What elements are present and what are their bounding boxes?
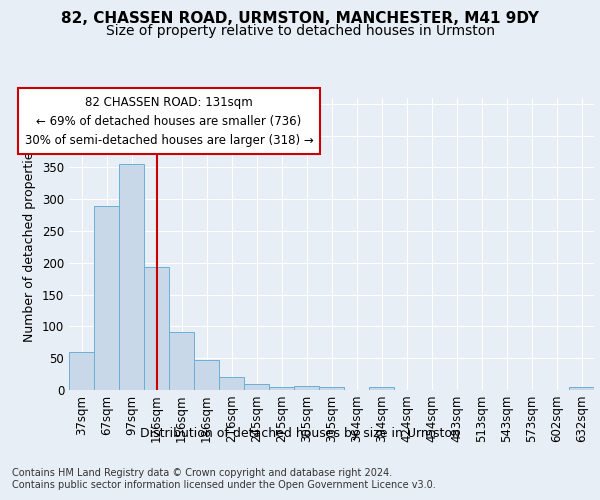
Text: 82 CHASSEN ROAD: 131sqm
← 69% of detached houses are smaller (736)
30% of semi-d: 82 CHASSEN ROAD: 131sqm ← 69% of detache… <box>25 96 313 146</box>
Text: Size of property relative to detached houses in Urmston: Size of property relative to detached ho… <box>106 24 494 38</box>
Bar <box>369 387 394 390</box>
Bar <box>94 206 119 390</box>
Bar <box>219 378 244 390</box>
Y-axis label: Number of detached properties: Number of detached properties <box>23 145 37 342</box>
Text: 82, CHASSEN ROAD, URMSTON, MANCHESTER, M41 9DY: 82, CHASSEN ROAD, URMSTON, MANCHESTER, M… <box>61 11 539 26</box>
Text: Contains HM Land Registry data © Crown copyright and database right 2024.: Contains HM Land Registry data © Crown c… <box>12 468 392 477</box>
Text: Distribution of detached houses by size in Urmston: Distribution of detached houses by size … <box>140 428 460 440</box>
Bar <box>69 352 94 390</box>
Bar <box>119 164 144 390</box>
Bar <box>194 360 219 390</box>
Bar <box>269 387 294 390</box>
Bar <box>244 384 269 390</box>
Bar <box>169 332 194 390</box>
Text: Contains public sector information licensed under the Open Government Licence v3: Contains public sector information licen… <box>12 480 436 490</box>
Bar <box>319 387 344 390</box>
Bar <box>294 386 319 390</box>
Bar <box>569 387 594 390</box>
Bar <box>144 268 169 390</box>
